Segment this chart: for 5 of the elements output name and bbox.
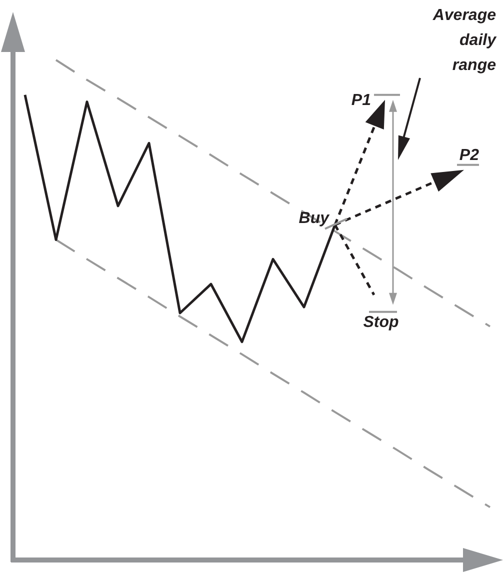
- annotation: Average daily range: [432, 7, 498, 74]
- annotation: Stop: [363, 314, 399, 331]
- annotation: Buy: [298, 210, 330, 227]
- annotation: P1: [351, 92, 372, 109]
- annotation: P2: [459, 146, 480, 164]
